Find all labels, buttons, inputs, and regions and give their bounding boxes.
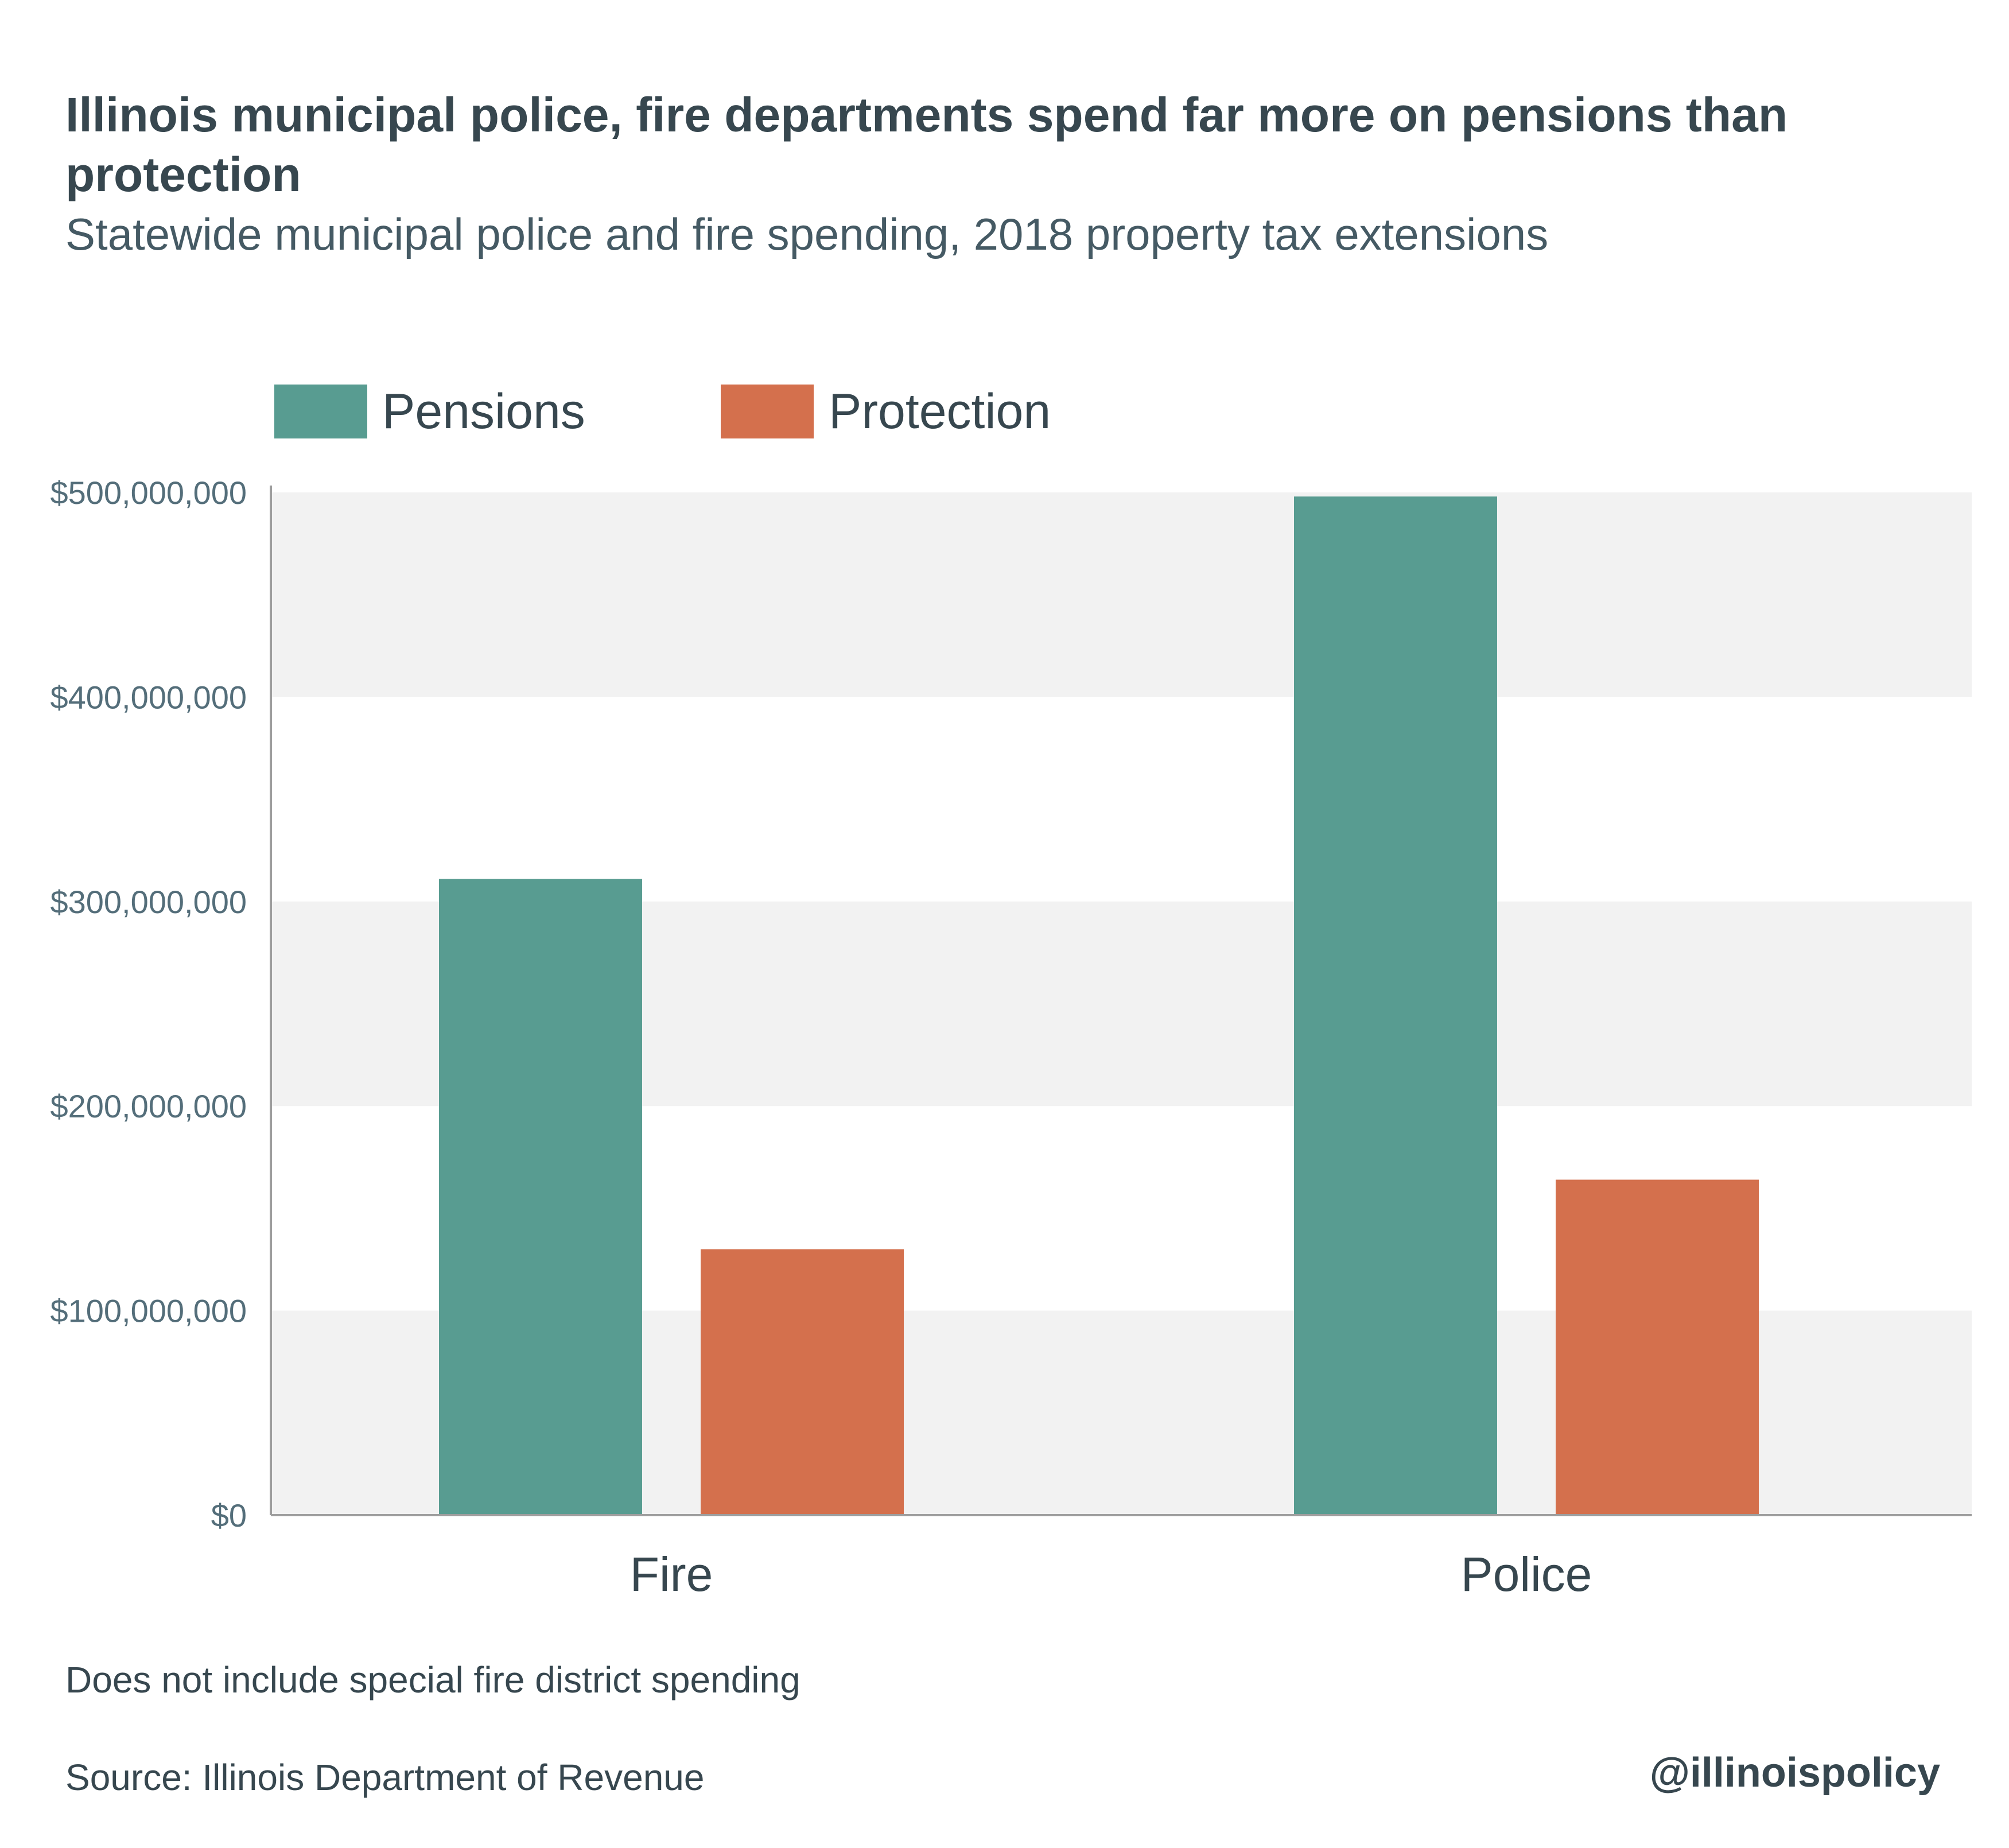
chart-title: Illinois municipal police, fire departme… <box>65 88 1788 201</box>
x-tick-label-fire: Fire <box>630 1547 713 1601</box>
y-tick-labels: $0 $100,000,000 $200,000,000 $300,000,000 $4… <box>50 475 247 1533</box>
legend-label-protection: Protection <box>829 384 1051 439</box>
y-tick-label: $200,000,000 <box>50 1088 247 1124</box>
y-tick-label: $500,000,000 <box>50 475 247 511</box>
source-note: Source: Illinois Department of Revenue <box>65 1757 705 1798</box>
brand-handle: @illinoispolicy <box>1649 1750 1940 1796</box>
legend-swatch-pensions <box>274 385 367 438</box>
bars-group <box>439 496 1759 1516</box>
legend-swatch-protection <box>721 385 814 438</box>
bar-police-protection <box>1556 1179 1759 1515</box>
y-tick-label: $300,000,000 <box>50 884 247 920</box>
y-tick-label: $100,000,000 <box>50 1293 247 1329</box>
bar-fire-protection <box>701 1249 904 1515</box>
axes <box>270 486 1972 1516</box>
x-tick-labels: Fire Police <box>630 1547 1592 1601</box>
bar-police-pensions <box>1294 496 1497 1516</box>
bar-fire-pensions <box>439 879 642 1515</box>
legend-label-pensions: Pensions <box>382 384 585 439</box>
footnote: Does not include special fire district s… <box>65 1659 801 1701</box>
y-tick-label: $0 <box>211 1497 247 1533</box>
grid-band <box>271 492 1972 697</box>
chart-subtitle: Statewide municipal police and fire spen… <box>65 209 1549 259</box>
y-tick-label: $400,000,000 <box>50 679 247 715</box>
legend: Pensions Protection <box>274 384 1051 439</box>
x-tick-label-police: Police <box>1461 1547 1592 1601</box>
